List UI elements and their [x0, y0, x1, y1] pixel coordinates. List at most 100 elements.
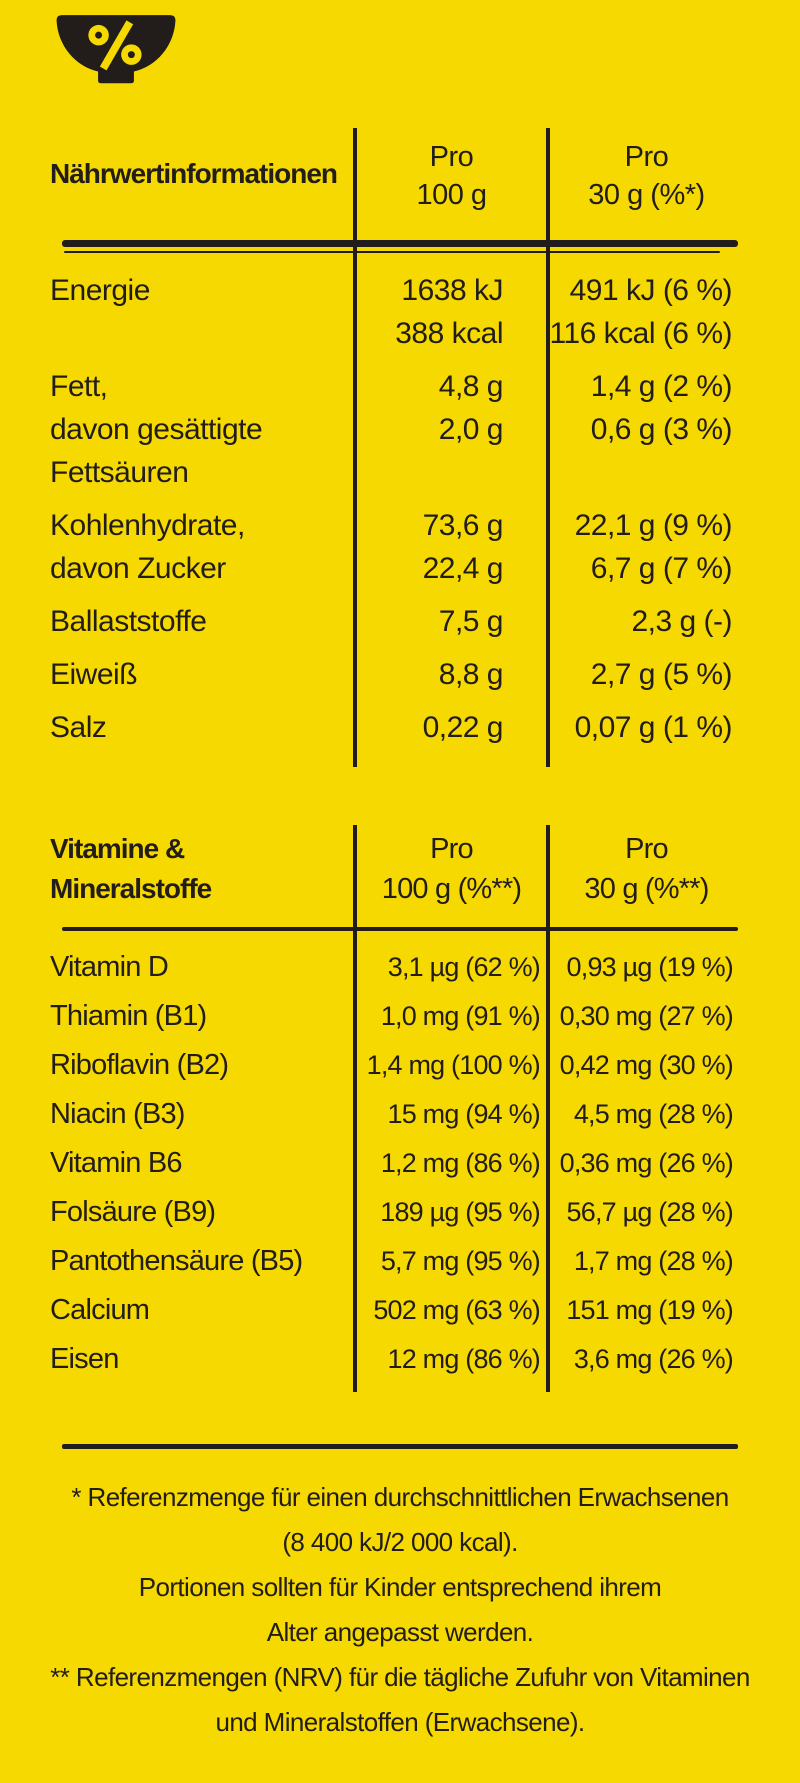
row-value-per30: 56,7 µg (28 %): [566, 1197, 734, 1227]
row-value-per30: 0,6 g (3 %): [590, 413, 733, 446]
row-value-per100: 5,7 mg (95 %): [380, 1246, 541, 1276]
row-label: Folsäure (B9): [50, 1196, 216, 1228]
row-label: Vitamin D: [50, 951, 169, 983]
nutrition-title: Nährwertinformationen: [50, 158, 338, 189]
row-value-per30: 1,4 g (2 %): [590, 370, 733, 403]
row-label: Energie: [50, 274, 150, 307]
column-divider: [546, 128, 550, 767]
row-value-per100: 4,8 g: [438, 370, 504, 403]
footnote-line: Alter angepasst werden.: [266, 1617, 534, 1647]
row-label: Riboflavin (B2): [50, 1049, 229, 1081]
row-label: Fett,: [50, 370, 108, 403]
header-rule-thin: [64, 251, 720, 253]
table-row: Ballaststoffe 7,5 g 2,3 g (-): [50, 600, 745, 653]
footnotes-section: * Referenzmenge für einen durchschnittli…: [0, 1444, 800, 1745]
row-value-per30: 116 kcal (6 %): [549, 317, 732, 350]
row-label: Kohlenhydrate,: [50, 509, 245, 542]
row-value-per100: 1,4 mg (100 %): [366, 1050, 541, 1080]
table-row: Pantothensäure (B5) 5,7 mg (95 %) 1,7 mg…: [50, 1237, 745, 1286]
row-label: Eisen: [50, 1343, 119, 1375]
row-value-per30: 0,36 mg (26 %): [559, 1148, 734, 1178]
row-value-per30: 2,3 g (-): [631, 605, 732, 638]
nutrition-table: Nährwertinformationen Pro 100 g Pro 30 g…: [50, 128, 745, 767]
table-row: Eiweiß 8,8 g 2,7 g (5 %): [50, 653, 745, 706]
row-value-per100: 1,2 mg (86 %): [380, 1148, 541, 1178]
table-row: Eisen 12 mg (86 %) 3,6 mg (26 %): [50, 1335, 745, 1384]
row-value-per30: 3,6 mg (26 %): [573, 1344, 734, 1374]
row-value-per30: 0,42 mg (30 %): [559, 1050, 734, 1080]
column-divider: [353, 825, 357, 1392]
row-label: Niacin (B3): [50, 1098, 185, 1130]
row-label: davon gesättigte: [50, 413, 263, 446]
percent-bowl-icon: [52, 12, 180, 88]
per-30g-header: Pro 30 g (%*): [588, 141, 705, 211]
footnote-line: und Mineralstoffen (Erwachsene).: [215, 1707, 585, 1737]
row-value-per100: 189 µg (95 %): [380, 1197, 541, 1227]
table-row: Fett, davon gesättigte Fettsäuren 4,8 g …: [50, 365, 745, 504]
row-value-per30: 4,5 mg (28 %): [573, 1099, 734, 1129]
row-label: Fettsäuren: [50, 456, 189, 489]
vitamins-title: Vitamine & Mineralstoffe: [50, 833, 212, 904]
row-value-per30: 0,93 µg (19 %): [566, 952, 734, 982]
row-value-per30: 1,7 mg (28 %): [573, 1246, 734, 1276]
table-row: Niacin (B3) 15 mg (94 %) 4,5 mg (28 %): [50, 1090, 745, 1139]
header-rule: [62, 927, 738, 931]
row-label: Calcium: [50, 1294, 150, 1326]
row-label: Pantothensäure (B5): [50, 1245, 303, 1277]
row-value-per100: 3,1 µg (62 %): [387, 952, 541, 982]
per-30g-header: Pro 30 g (%**): [584, 833, 709, 905]
nutrition-header-row: Nährwertinformationen Pro 100 g Pro 30 g…: [50, 128, 745, 240]
column-divider: [546, 825, 550, 1392]
row-label: Thiamin (B1): [50, 1000, 207, 1032]
row-value-per30: 2,7 g (5 %): [590, 658, 733, 691]
row-value-per30: 22,1 g (9 %): [574, 509, 733, 542]
vitamins-table: Vitamine & Mineralstoffe Pro 100 g (%**)…: [50, 825, 745, 1392]
row-value-per100: 7,5 g: [438, 605, 504, 638]
vitamins-header-row: Vitamine & Mineralstoffe Pro 100 g (%**)…: [50, 825, 745, 927]
percent-bowl-logo: [52, 12, 180, 88]
column-divider: [353, 128, 357, 767]
row-value-per100: 2,0 g: [438, 413, 504, 446]
row-value-per30: 6,7 g (7 %): [590, 552, 733, 585]
footnote-line: ** Referenzmengen (NRV) für die tägliche…: [50, 1662, 750, 1692]
table-row: Energie 1638 kJ 388 kcal 491 kJ (6 %) 11…: [50, 269, 745, 365]
row-value-per30: 0,30 mg (27 %): [559, 1001, 734, 1031]
row-label: Salz: [50, 711, 107, 744]
table-row: Folsäure (B9) 189 µg (95 %) 56,7 µg (28 …: [50, 1188, 745, 1237]
row-value-per30: 491 kJ (6 %): [569, 274, 733, 307]
table-row: Riboflavin (B2) 1,4 mg (100 %) 0,42 mg (…: [50, 1041, 745, 1090]
table-row: Kohlenhydrate, davon Zucker 73,6 g 22,4 …: [50, 504, 745, 600]
table-row: Salz 0,22 g 0,07 g (1 %): [50, 706, 745, 767]
row-value-per100: 388 kcal: [395, 317, 503, 350]
footnotes-text: * Referenzmenge für einen durchschnittli…: [0, 1475, 800, 1745]
table-row: Calcium 502 mg (63 %) 151 mg (19 %): [50, 1286, 745, 1335]
row-value-per100: 8,8 g: [438, 658, 504, 691]
nutrition-body: Energie 1638 kJ 388 kcal 491 kJ (6 %) 11…: [50, 253, 745, 767]
row-value-per100: 1638 kJ: [401, 274, 503, 307]
table-row: Vitamin B6 1,2 mg (86 %) 0,36 mg (26 %): [50, 1139, 745, 1188]
row-value-per30: 0,07 g (1 %): [574, 711, 733, 744]
footnote-line: * Referenzmenge für einen durchschnittli…: [71, 1482, 729, 1512]
row-value-per100: 1,0 mg (91 %): [380, 1001, 541, 1031]
row-value-per100: 0,22 g: [422, 711, 504, 744]
footnotes-rule: [62, 1444, 738, 1449]
row-value-per30: 151 mg (19 %): [566, 1295, 733, 1325]
footnote-line: (8 400 kJ/2 000 kcal).: [282, 1527, 518, 1557]
row-value-per100: 15 mg (94 %): [387, 1099, 541, 1129]
header-rule-thick: [62, 240, 738, 247]
row-label: Eiweiß: [50, 658, 138, 691]
row-label: davon Zucker: [50, 552, 226, 585]
per-100g-header: Pro 100 g: [416, 141, 487, 211]
row-value-per100: 22,4 g: [422, 552, 504, 585]
row-value-per100: 12 mg (86 %): [387, 1344, 541, 1374]
row-label: Ballaststoffe: [50, 605, 207, 638]
vitamins-body: Vitamin D 3,1 µg (62 %) 0,93 µg (19 %) T…: [50, 931, 745, 1392]
per-100g-header: Pro 100 g (%**): [381, 833, 522, 905]
table-row: Vitamin D 3,1 µg (62 %) 0,93 µg (19 %): [50, 943, 745, 992]
table-row: Thiamin (B1) 1,0 mg (91 %) 0,30 mg (27 %…: [50, 992, 745, 1041]
footnote-line: Portionen sollten für Kinder entsprechen…: [138, 1572, 662, 1602]
row-value-per100: 73,6 g: [422, 509, 504, 542]
row-label: Vitamin B6: [50, 1147, 183, 1179]
row-value-per100: 502 mg (63 %): [373, 1295, 540, 1325]
